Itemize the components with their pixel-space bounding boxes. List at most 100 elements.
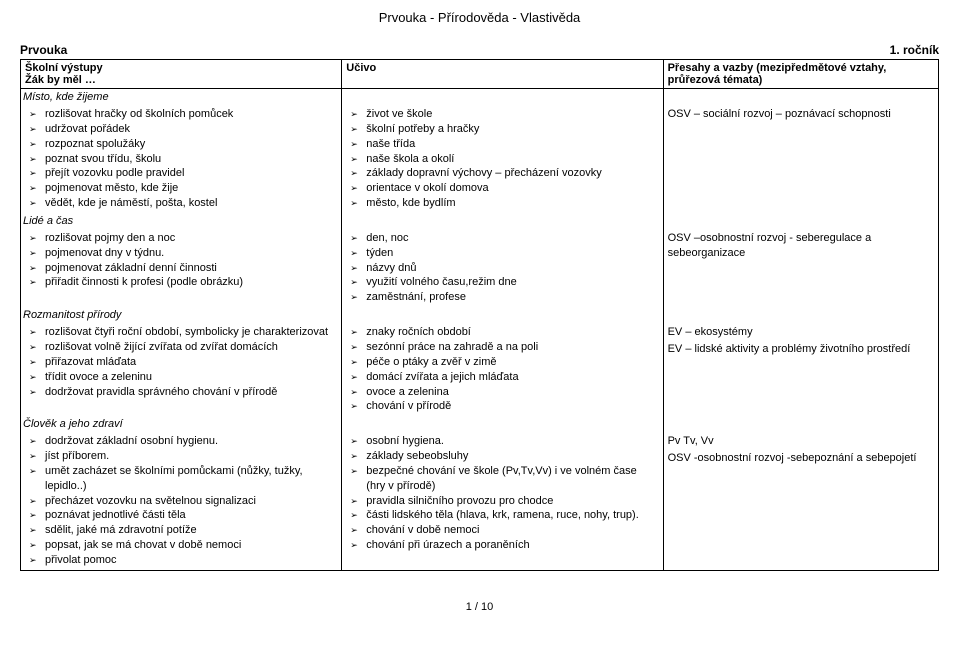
list-item: přiřazovat mláďata — [43, 355, 337, 370]
header-row: Školní výstupy Žák by měl … Učivo Přesah… — [21, 60, 939, 89]
list-item: týden — [364, 246, 658, 261]
list-item: pravidla silničního provozu pro chodce — [364, 494, 658, 509]
list-item: chování v přírodě — [364, 399, 658, 414]
bullet-list: život ve školeškolní potřeby a hračkynaš… — [346, 107, 658, 211]
list-item: chování v době nemoci — [364, 523, 658, 538]
list-item: přecházet vozovku na světelnou signaliza… — [43, 494, 337, 509]
list-item: rozlišovat hračky od školních pomůcek — [43, 107, 337, 122]
list-item: přejít vozovku podle pravidel — [43, 166, 337, 181]
list-item: třídit ovoce a zeleninu — [43, 370, 337, 385]
links-cell: OSV –osobnostní rozvoj - seberegulace a … — [663, 229, 938, 307]
outcomes-cell: rozlišovat čtyři roční období, symbolick… — [21, 323, 342, 416]
links-cell: EV – ekosystémyEV – lidské aktivity a pr… — [663, 323, 938, 416]
section-content-row: dodržovat základní osobní hygienu.jíst p… — [21, 432, 939, 570]
header-content: Učivo — [342, 60, 663, 89]
list-item: život ve škole — [364, 107, 658, 122]
list-item: ovoce a zelenina — [364, 385, 658, 400]
section-empty — [342, 89, 663, 106]
content-cell: osobní hygiena.základy sebeobsluhybezpeč… — [342, 432, 663, 570]
list-item: pojmenovat základní denní činnosti — [43, 261, 337, 276]
list-item: poznat svou třídu, školu — [43, 152, 337, 167]
section-content-row: rozlišovat hračky od školních pomůcekudr… — [21, 105, 939, 213]
list-item: bezpečné chování ve škole (Pv,Tv,Vv) i v… — [364, 464, 658, 494]
bullet-list: rozlišovat čtyři roční období, symbolick… — [25, 325, 337, 399]
bullet-list: den, noctýdennázvy dnůvyužití volného ča… — [346, 231, 658, 305]
list-item: naše škola a okolí — [364, 152, 658, 167]
section-title: Lidé a čas — [21, 213, 342, 229]
section-empty — [663, 416, 938, 432]
document-title: Prvouka - Přírodověda - Vlastivěda — [20, 10, 939, 25]
content-cell: den, noctýdennázvy dnůvyužití volného ča… — [342, 229, 663, 307]
list-item: základy dopravní výchovy – přecházení vo… — [364, 166, 658, 181]
list-item: rozlišovat pojmy den a noc — [43, 231, 337, 246]
content-cell: život ve školeškolní potřeby a hračkynaš… — [342, 105, 663, 213]
section-heading-row: Lidé a čas — [21, 213, 939, 229]
link-line: EV – lidské aktivity a problémy životníh… — [668, 340, 934, 357]
link-line: Pv Tv, Vv — [668, 432, 934, 449]
subject-label: Prvouka — [20, 43, 67, 57]
list-item: popsat, jak se má chovat v době nemoci — [43, 538, 337, 553]
year-label: 1. ročník — [890, 43, 939, 57]
list-item: udržovat pořádek — [43, 122, 337, 137]
links-cell: Pv Tv, VvOSV -osobnostní rozvoj -sebepoz… — [663, 432, 938, 570]
list-item: poznávat jednotlivé části těla — [43, 508, 337, 523]
list-item: rozlišovat čtyři roční období, symbolick… — [43, 325, 337, 340]
list-item: pojmenovat dny v týdnu. — [43, 246, 337, 261]
links-cell: OSV – sociální rozvoj – poznávací schopn… — [663, 105, 938, 213]
list-item: vědět, kde je náměstí, pošta, kostel — [43, 196, 337, 211]
section-heading-row: Rozmanitost přírody — [21, 307, 939, 323]
list-item: přivolat pomoc — [43, 553, 337, 568]
section-title: Rozmanitost přírody — [21, 307, 342, 323]
list-item: přiřadit činnosti k profesi (podle obráz… — [43, 275, 337, 290]
list-item: jíst příborem. — [43, 449, 337, 464]
section-empty — [663, 89, 938, 106]
bullet-list: rozlišovat hračky od školních pomůcekudr… — [25, 107, 337, 211]
curriculum-table: Školní výstupy Žák by měl … Učivo Přesah… — [20, 59, 939, 571]
list-item: chování při úrazech a poraněních — [364, 538, 658, 553]
header-outcomes: Školní výstupy Žák by měl … — [21, 60, 342, 89]
section-heading-row: Člověk a jeho zdraví — [21, 416, 939, 432]
list-item: využití volného času,režim dne — [364, 275, 658, 290]
bullet-list: dodržovat základní osobní hygienu.jíst p… — [25, 434, 337, 568]
section-empty — [663, 307, 938, 323]
list-item: zaměstnání, profese — [364, 290, 658, 305]
list-item: základy sebeobsluhy — [364, 449, 658, 464]
link-line: OSV – sociální rozvoj – poznávací schopn… — [668, 105, 934, 122]
outcomes-cell: rozlišovat pojmy den a nocpojmenovat dny… — [21, 229, 342, 307]
section-empty — [663, 213, 938, 229]
list-item: školní potřeby a hračky — [364, 122, 658, 137]
section-title: Místo, kde žijeme — [21, 89, 342, 106]
page-footer: 1 / 10 — [20, 601, 939, 613]
list-item: naše třída — [364, 137, 658, 152]
outcomes-cell: rozlišovat hračky od školních pomůcekudr… — [21, 105, 342, 213]
link-line: OSV -osobnostní rozvoj -sebepoznání a se… — [668, 449, 934, 466]
section-empty — [342, 416, 663, 432]
bullet-list: osobní hygiena.základy sebeobsluhybezpeč… — [346, 434, 658, 553]
header-links: Přesahy a vazby (mezipředmětové vztahy, … — [663, 60, 938, 89]
link-line: OSV –osobnostní rozvoj - seberegulace a … — [668, 229, 934, 261]
list-item: orientace v okolí domova — [364, 181, 658, 196]
list-item: osobní hygiena. — [364, 434, 658, 449]
list-item: části lidského těla (hlava, krk, ramena,… — [364, 508, 658, 523]
list-item: rozpoznat spolužáky — [43, 137, 337, 152]
list-item: sezónní práce na zahradě a na poli — [364, 340, 658, 355]
section-empty — [342, 307, 663, 323]
section-content-row: rozlišovat čtyři roční období, symbolick… — [21, 323, 939, 416]
top-meta-row: Prvouka 1. ročník — [20, 43, 939, 57]
list-item: dodržovat základní osobní hygienu. — [43, 434, 337, 449]
list-item: péče o ptáky a zvěř v zimě — [364, 355, 658, 370]
bullet-list: znaky ročních obdobísezónní práce na zah… — [346, 325, 658, 414]
list-item: den, noc — [364, 231, 658, 246]
list-item: umět zacházet se školními pomůckami (nůž… — [43, 464, 337, 494]
link-line: EV – ekosystémy — [668, 323, 934, 340]
list-item: názvy dnů — [364, 261, 658, 276]
outcomes-cell: dodržovat základní osobní hygienu.jíst p… — [21, 432, 342, 570]
section-heading-row: Místo, kde žijeme — [21, 89, 939, 106]
list-item: město, kde bydlím — [364, 196, 658, 211]
list-item: rozlišovat volně žijící zvířata od zvířa… — [43, 340, 337, 355]
bullet-list: rozlišovat pojmy den a nocpojmenovat dny… — [25, 231, 337, 290]
list-item: sdělit, jaké má zdravotní potíže — [43, 523, 337, 538]
section-empty — [342, 213, 663, 229]
list-item: domácí zvířata a jejich mláďata — [364, 370, 658, 385]
list-item: pojmenovat město, kde žije — [43, 181, 337, 196]
